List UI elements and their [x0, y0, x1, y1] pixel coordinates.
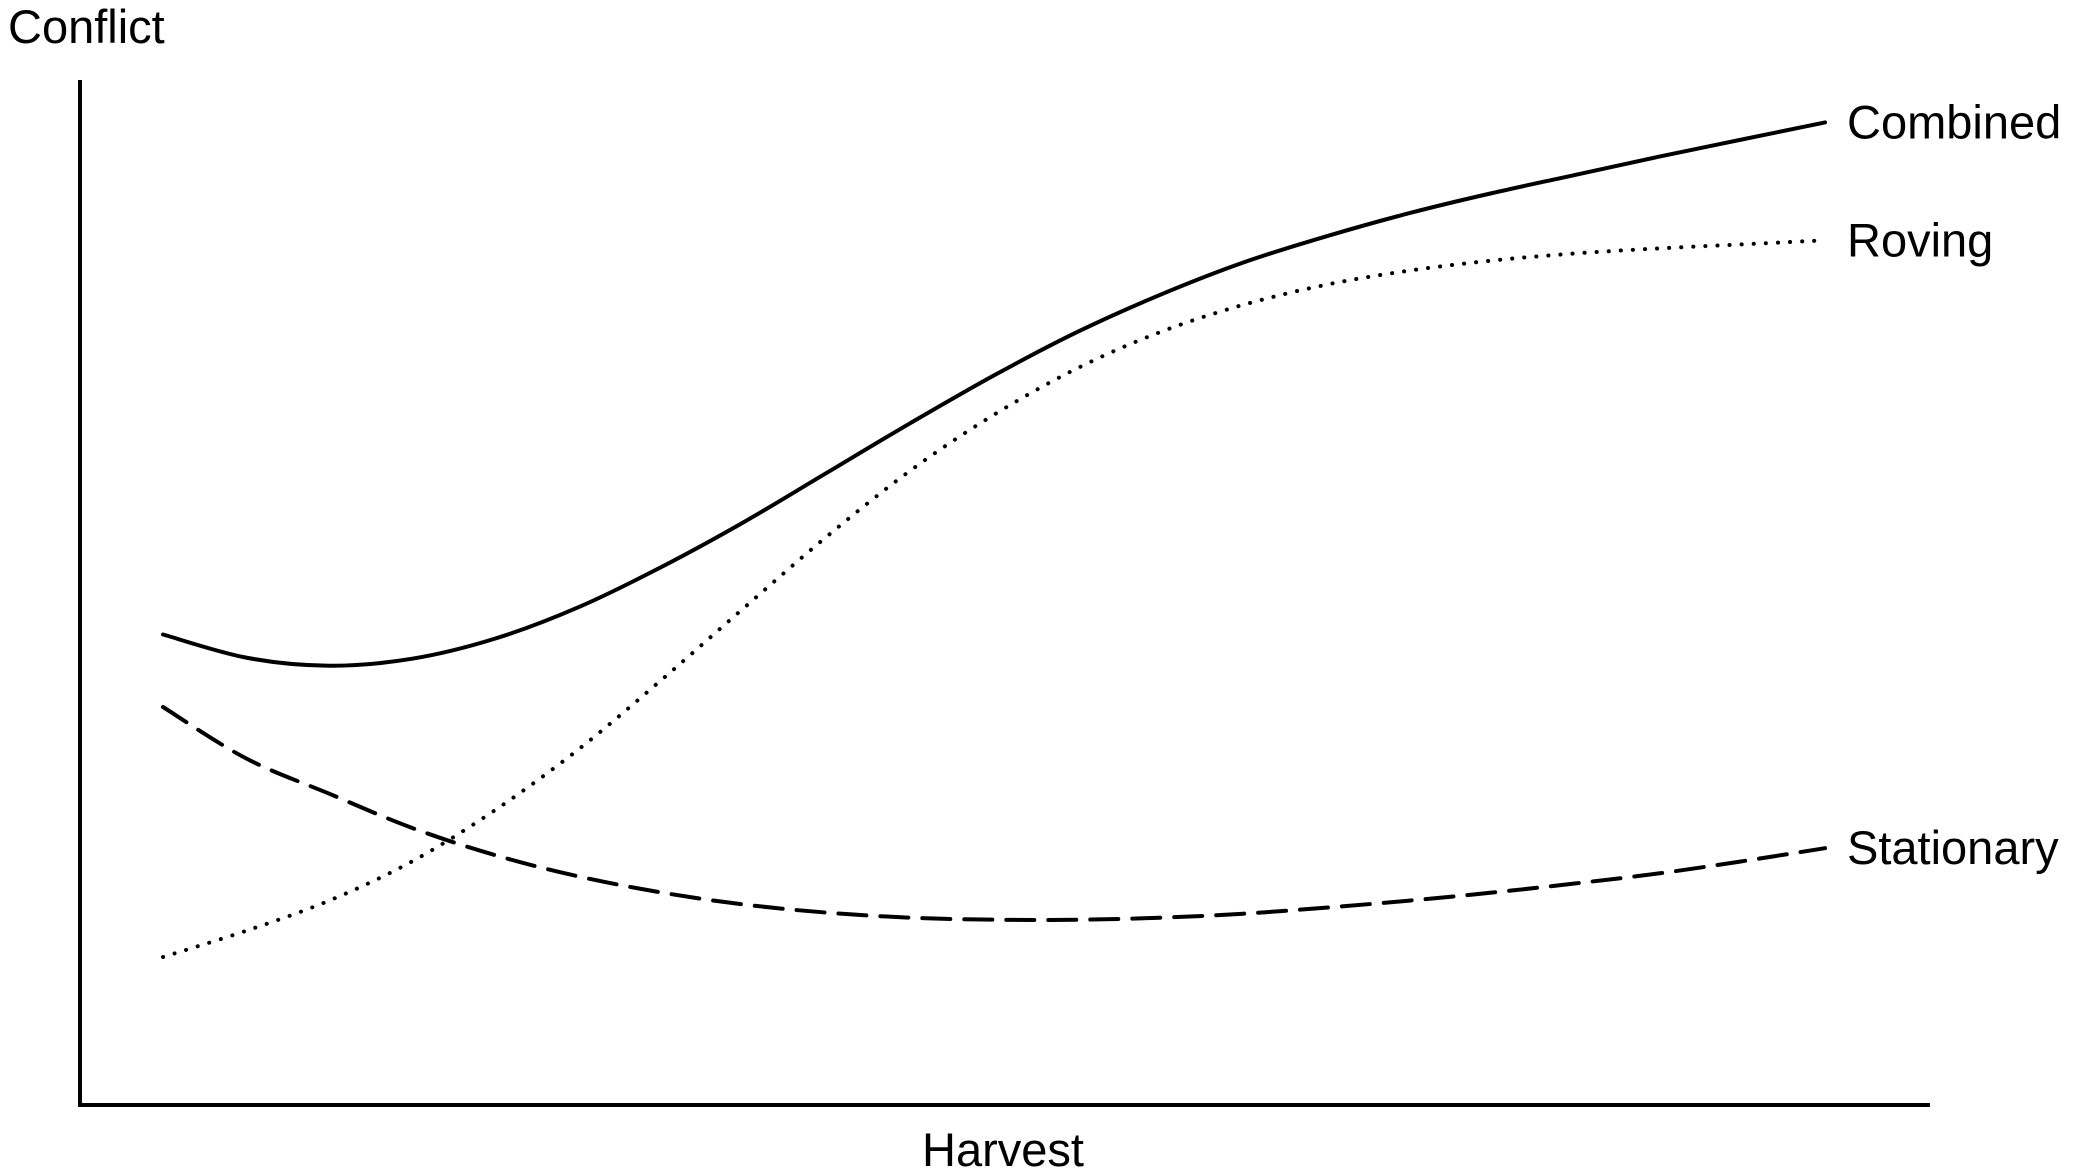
series-label-combined: Combined [1847, 95, 2061, 148]
series-line-roving [161, 238, 1827, 959]
series-layer [161, 120, 1827, 959]
series-label-roving: Roving [1847, 213, 1993, 266]
y-axis-label: Conflict [8, 0, 165, 53]
series-label-layer: Combined Roving Stationary [1847, 95, 2061, 874]
x-axis-label: Harvest [922, 1123, 1084, 1170]
series-line-combined [161, 120, 1827, 668]
series-line-stationary [161, 705, 1827, 922]
axes [78, 80, 1930, 1107]
series-label-stationary: Stationary [1847, 821, 2059, 874]
